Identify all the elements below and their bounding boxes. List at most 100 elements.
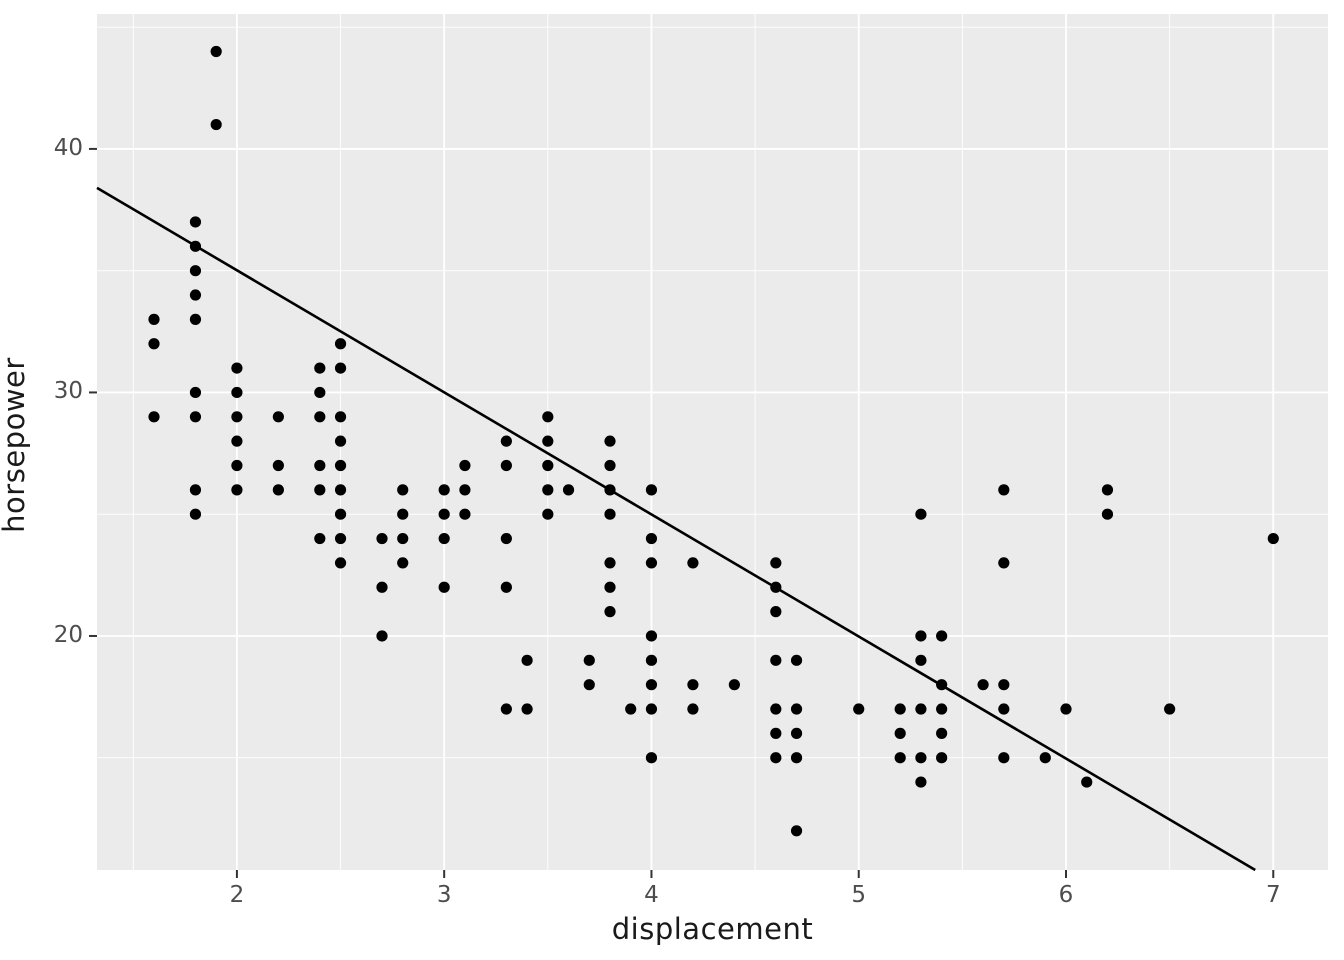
data-point: [314, 411, 326, 423]
data-point: [500, 435, 512, 447]
y-tick-label: 30: [53, 378, 83, 405]
data-point: [272, 411, 284, 423]
data-point: [790, 752, 803, 764]
data-point: [645, 703, 658, 715]
data-point: [459, 484, 471, 496]
data-point: [645, 630, 658, 642]
x-tick-label: 3: [436, 882, 452, 908]
data-point: [645, 532, 658, 545]
x-tick-label: 7: [1265, 882, 1281, 908]
data-point: [687, 703, 699, 715]
data-point: [231, 411, 243, 423]
data-point: [936, 752, 948, 764]
data-point: [915, 752, 927, 764]
data-point: [334, 508, 347, 520]
data-point: [853, 703, 865, 715]
data-point: [334, 435, 347, 447]
data-point: [314, 459, 326, 472]
data-point: [770, 581, 782, 593]
data-point: [500, 581, 512, 593]
data-point: [542, 435, 554, 447]
data-point: [397, 557, 409, 569]
data-point: [604, 557, 616, 569]
data-point: [334, 362, 347, 374]
data-point: [728, 679, 740, 691]
data-point: [397, 508, 409, 520]
data-point: [1039, 752, 1051, 764]
data-point: [790, 727, 803, 739]
data-point: [770, 727, 782, 739]
data-point: [189, 216, 202, 228]
data-point: [915, 630, 927, 642]
x-tick-label: 4: [644, 882, 659, 908]
x-tick-label: 2: [229, 882, 245, 908]
data-point: [936, 630, 948, 642]
data-point: [231, 386, 243, 399]
data-point: [770, 557, 782, 569]
data-point: [334, 459, 347, 472]
data-point: [645, 484, 658, 496]
data-point: [542, 508, 554, 520]
data-point: [438, 484, 450, 496]
data-point: [542, 459, 554, 472]
data-point: [334, 557, 347, 569]
data-point: [894, 727, 906, 739]
data-point: [189, 313, 202, 325]
data-point: [231, 435, 243, 447]
data-point: [936, 679, 948, 691]
data-point: [770, 703, 782, 715]
data-point: [210, 118, 222, 131]
data-point: [314, 386, 326, 399]
data-point: [604, 581, 616, 593]
data-point: [770, 752, 782, 764]
data-point: [915, 776, 927, 788]
data-point: [334, 411, 347, 423]
y-axis-title: horsepower: [0, 357, 31, 533]
data-point: [687, 679, 699, 691]
data-point: [148, 338, 160, 350]
data-point: [334, 532, 347, 545]
data-point: [894, 703, 906, 715]
data-point: [148, 313, 160, 325]
data-point: [1101, 484, 1114, 496]
data-point: [314, 532, 326, 545]
data-point: [998, 679, 1010, 691]
data-point: [687, 557, 699, 569]
data-point: [1060, 703, 1072, 715]
x-axis-title: displacement: [611, 912, 814, 946]
data-point: [376, 532, 388, 545]
data-point: [583, 654, 595, 666]
data-point: [231, 484, 243, 496]
data-point: [189, 484, 202, 496]
data-point: [376, 630, 388, 642]
data-point: [189, 411, 202, 423]
data-point: [625, 703, 637, 715]
data-point: [334, 484, 347, 496]
data-point: [542, 411, 554, 423]
data-point: [272, 459, 284, 472]
data-point: [645, 557, 658, 569]
data-point: [189, 240, 202, 252]
data-point: [148, 411, 160, 423]
data-point: [314, 362, 326, 374]
data-point: [604, 435, 616, 447]
data-point: [189, 508, 202, 520]
data-point: [894, 752, 906, 764]
data-point: [438, 532, 450, 545]
data-point: [915, 508, 927, 520]
data-point: [604, 459, 616, 472]
plot-panel: [97, 14, 1328, 870]
data-point: [1267, 532, 1279, 545]
data-point: [521, 654, 533, 666]
data-point: [936, 727, 948, 739]
data-point: [915, 654, 927, 666]
data-point: [459, 459, 471, 472]
data-point: [189, 386, 202, 399]
data-point: [231, 362, 243, 374]
data-point: [189, 289, 202, 301]
data-point: [645, 654, 658, 666]
data-point: [521, 703, 533, 715]
data-point: [604, 508, 616, 520]
